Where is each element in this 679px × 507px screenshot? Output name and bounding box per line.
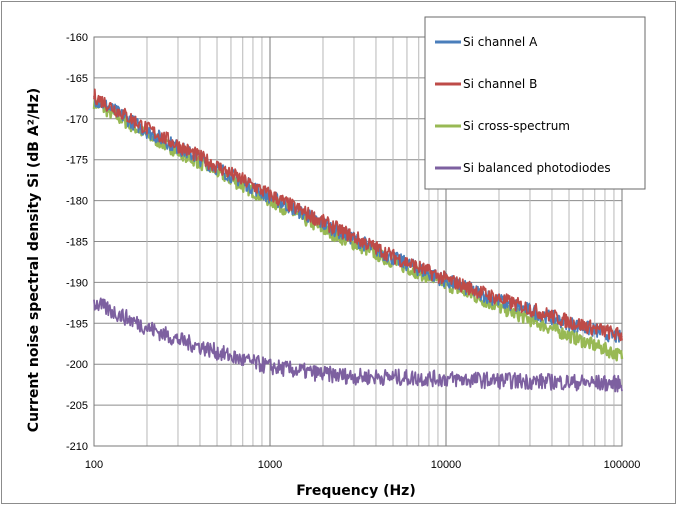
series-line-si-balanced-photodiodes — [93, 297, 623, 393]
y-tick-label: -195 — [66, 318, 88, 330]
x-tick-label: 100 — [85, 459, 103, 471]
y-tick-label: -180 — [66, 196, 88, 208]
y-tick-label: -160 — [66, 32, 88, 44]
y-axis-title: Current noise spectral density Si (dB A²… — [26, 88, 42, 432]
series-layer — [92, 88, 624, 393]
legend-box — [424, 16, 646, 190]
y-tick-labels: -160 -165 -170 -175 -180 -185 -190 -195 -200 -205… — [66, 32, 88, 453]
x-tick-labels: 100 1000 10000 100000 — [85, 459, 641, 471]
x-tick-label: 100000 — [604, 459, 641, 471]
legend-label: Si balanced photodiodes — [463, 161, 611, 175]
plot-border — [93, 36, 623, 447]
y-tick-label: -175 — [66, 155, 88, 167]
plot-area-border — [93, 36, 623, 447]
legend-label: Si channel B — [463, 77, 537, 91]
series-line-si-channel-b — [93, 88, 623, 342]
x-axis-title: Frequency (Hz) — [296, 483, 415, 499]
y-tick-label: -205 — [66, 400, 88, 412]
x-tick-label: 1000 — [258, 459, 282, 471]
y-tick-label: -210 — [66, 441, 88, 453]
y-tick-label: -165 — [66, 73, 88, 85]
y-tick-label: -190 — [66, 277, 88, 289]
legend: Si channel A Si channel B Si cross-spectru… — [424, 16, 646, 190]
y-tick-label: -170 — [66, 114, 88, 126]
x-tick-label: 10000 — [431, 459, 462, 471]
y-tick-label: -185 — [66, 237, 88, 249]
legend-label: Si cross-spectrum — [463, 119, 570, 133]
legend-label: Si channel A — [463, 35, 538, 49]
y-tick-label: -200 — [66, 359, 88, 371]
